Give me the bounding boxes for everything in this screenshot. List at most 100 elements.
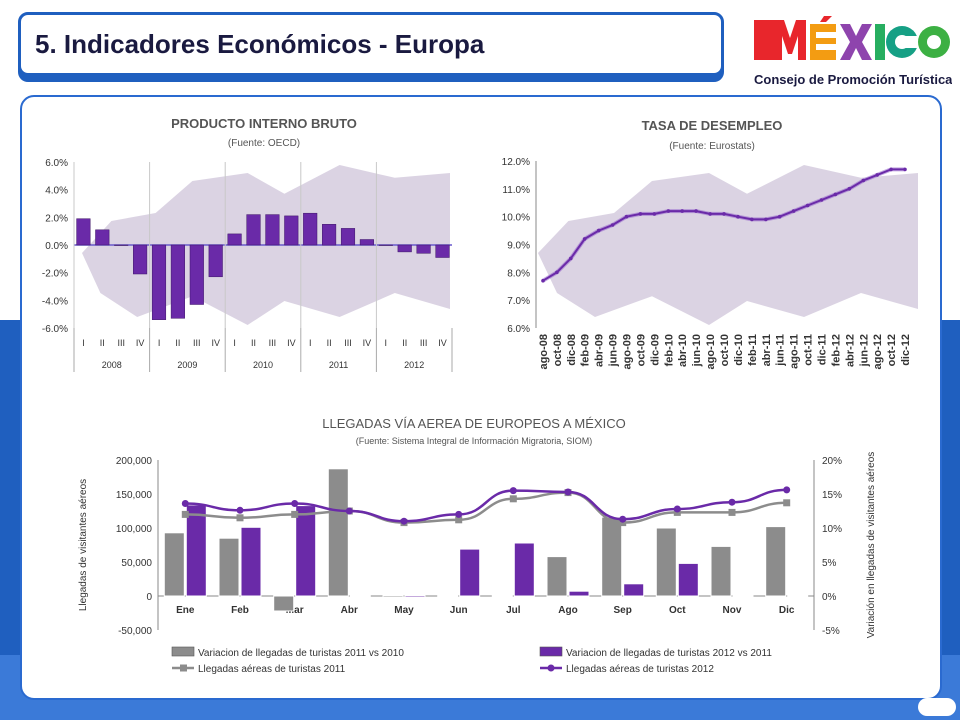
gdp-bar: [284, 215, 299, 246]
unemployment-point: [777, 214, 782, 219]
arrivals-category-label: Ene: [176, 605, 195, 616]
unemployment-point: [541, 278, 545, 283]
arrivals-y2tick-label: 5%: [822, 558, 837, 569]
arrivals-line-point: [564, 488, 572, 496]
arrivals-line-point: [455, 510, 463, 518]
gdp-chart: PRODUCTO INTERNO BRUTO (Fuente: OECD) 6.…: [42, 116, 453, 372]
arrivals-line-point: [455, 516, 463, 524]
arrivals-y2tick-label: 0%: [822, 592, 837, 603]
unemployment-point: [569, 256, 573, 261]
unemployment-chart: TASA DE DESEMPLEO (Fuente: Eurostats) 12…: [502, 118, 918, 369]
arrivals-bar: [787, 595, 809, 598]
gdp-quarter-label: II: [100, 338, 105, 348]
arrivals-bar: [491, 595, 513, 598]
gdp-ytick-label: -6.0%: [42, 324, 68, 335]
gdp-bar: [397, 244, 412, 253]
gdp-quarter-label: IV: [438, 338, 447, 348]
gdp-quarter-label: III: [193, 338, 201, 348]
unemployment-point: [610, 223, 615, 227]
gdp-quarter-label: III: [269, 338, 277, 348]
gdp-quarter-label: III: [344, 338, 352, 348]
gdp-bar: [208, 244, 223, 278]
arrivals-line-point: [509, 495, 517, 503]
unemployment-point: [582, 237, 587, 241]
arrivals-line-point: [181, 510, 189, 518]
unemployment-ytick-label: 6.0%: [507, 324, 530, 335]
arrivals-line-point: [291, 500, 299, 507]
gdp-quarter-label: I: [158, 338, 161, 348]
gdp-bar: [170, 244, 185, 319]
gdp-bar: [227, 233, 242, 246]
arrivals-line-point: [400, 517, 408, 525]
gdp-subtitle: (Fuente: OECD): [228, 138, 300, 149]
unemployment-point: [889, 167, 893, 172]
gdp-bar: [246, 214, 261, 246]
arrivals-category-label: Oct: [669, 605, 686, 616]
gdp-bar: [378, 244, 393, 246]
unemployment-point: [875, 173, 879, 177]
logo-subtitle: Consejo de Promoción Turística: [754, 72, 952, 87]
arrivals-bar: [240, 526, 262, 597]
legend-label: Llegadas aéreas de turistas 2011: [198, 664, 346, 675]
unemployment-xtick-label: feb-10: [663, 334, 675, 366]
unemployment-xtick-label: oct-10: [719, 334, 731, 366]
unemployment-point: [861, 178, 866, 183]
gdp-ytick-label: 0.0%: [45, 241, 68, 252]
arrivals-ytick-label: 100,000: [116, 524, 153, 535]
page-title: 5. Indicadores Económicos - Europa: [35, 29, 485, 59]
arrivals-category-label: May: [394, 605, 414, 616]
arrivals-bar: [163, 532, 185, 597]
unemployment-point: [708, 212, 712, 216]
arrivals-bar: [513, 542, 535, 597]
legend-label: Variacion de llegadas de turistas 2011 v…: [198, 648, 404, 659]
gdp-bar: [416, 244, 431, 254]
arrivals-category-label: Jul: [506, 605, 521, 616]
arrivals-chart: LLEGADAS VÍA AEREA DE EUROPEOS A MÉXICO …: [78, 416, 877, 675]
gdp-quarter-label: II: [251, 338, 256, 348]
arrivals-bar: [349, 595, 371, 598]
unemployment-point: [624, 214, 629, 219]
legend-label: Variacion de llegadas de turistas 2012 v…: [566, 648, 772, 659]
unemployment-point: [555, 270, 559, 275]
unemployment-point: [722, 212, 726, 216]
unemployment-point: [652, 212, 657, 216]
gdp-quarter-label: IV: [136, 338, 145, 348]
legend-marker: [180, 664, 187, 672]
page-indicator: [918, 698, 956, 716]
mexico-logo: Consejo de Promoción Turística: [752, 14, 953, 94]
unemployment-point: [764, 217, 768, 222]
arrivals-ytick-label: 0: [146, 592, 152, 603]
gdp-year-label: 2011: [329, 360, 348, 370]
unemployment-point: [805, 203, 810, 208]
arrivals-line-point: [673, 505, 681, 513]
unemployment-point: [791, 209, 796, 213]
gdp-year-label: 2010: [253, 360, 273, 370]
unemployment-xtick-label: feb-12: [830, 334, 842, 366]
gdp-quarter-label: I: [82, 338, 85, 348]
arrivals-bar: [546, 556, 568, 597]
unemployment-xtick-label: jun-10: [691, 334, 703, 367]
gdp-quarter-label: III: [118, 338, 126, 348]
unemployment-title: TASA DE DESEMPLEO: [642, 118, 783, 133]
gdp-title: PRODUCTO INTERNO BRUTO: [171, 116, 357, 131]
legend-swatch: [539, 646, 563, 657]
arrivals-bar: [273, 595, 295, 612]
arrivals-bar: [382, 595, 404, 598]
gdp-year-label: 2009: [177, 360, 197, 370]
arrivals-bar: [623, 583, 645, 597]
arrivals-bar: [710, 545, 732, 597]
arrivals-bar: [677, 562, 699, 597]
gdp-quarter-label: II: [175, 338, 180, 348]
arrivals-line-point: [728, 498, 736, 506]
arrivals-y2tick-label: 15%: [822, 490, 842, 501]
arrivals-line-point: [181, 500, 189, 507]
arrivals-line-point: [236, 514, 244, 522]
arrivals-y2tick-label: 10%: [822, 524, 842, 535]
arrivals-line-point: [783, 486, 791, 494]
gdp-bar: [189, 244, 204, 305]
unemployment-point: [847, 187, 852, 191]
gdp-bar: [303, 212, 318, 246]
gdp-bar: [359, 239, 374, 246]
unemployment-xtick-label: ago-08: [538, 334, 550, 369]
arrivals-bar: [765, 526, 787, 597]
